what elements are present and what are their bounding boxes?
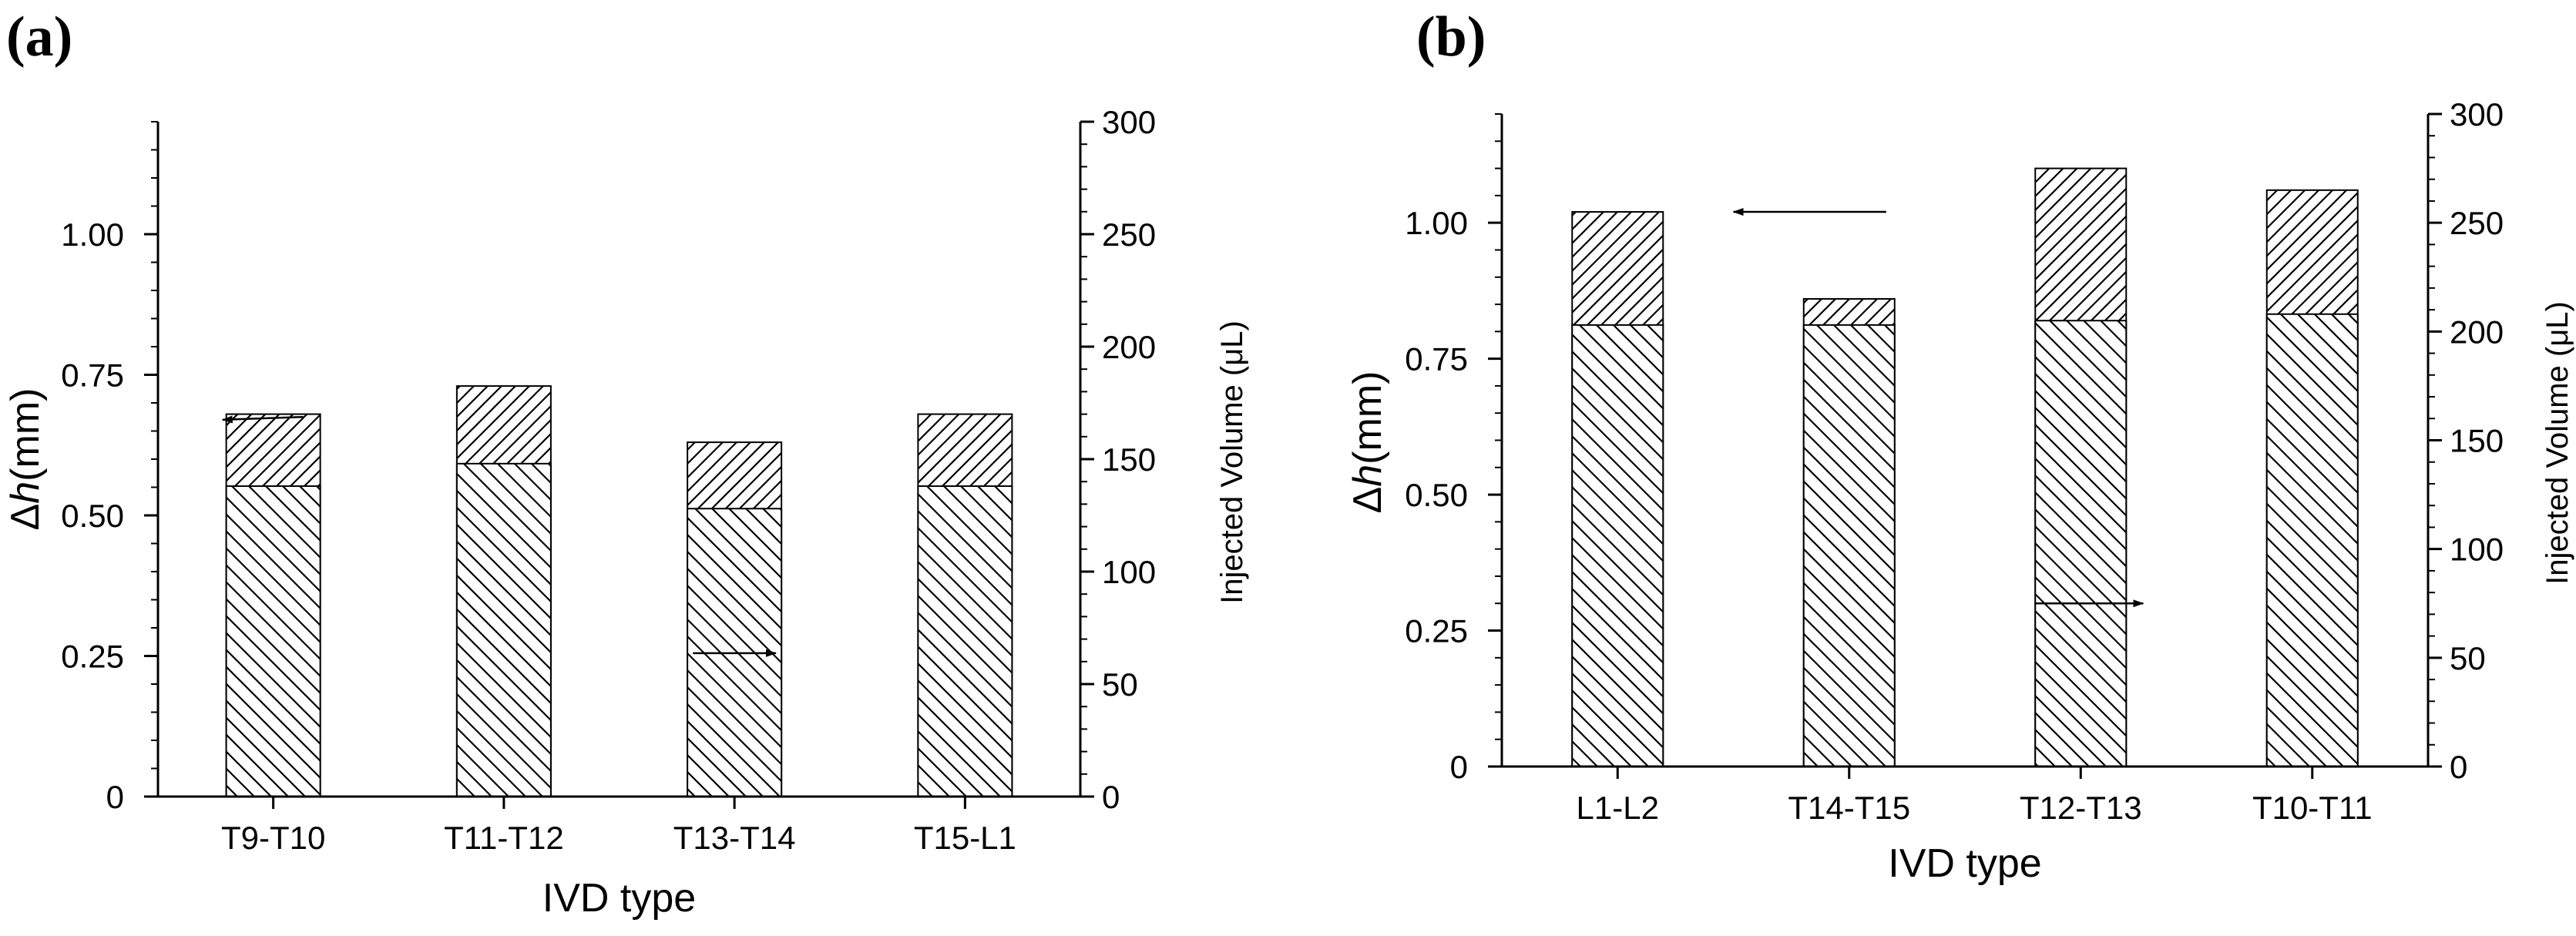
- chart-panel-b: (b) 0 0.25 0.50 0.75 1.00 0 50 100 150 200 250 300 L…: [1288, 0, 2576, 936]
- left-tick-label: 0.25: [1405, 613, 1468, 649]
- x-axis-title: IVD type: [1888, 841, 2041, 886]
- left-tick-label: 0.75: [1405, 341, 1468, 377]
- right-tick-label: 0: [2450, 749, 2467, 785]
- chart-panel-a: (a) 0 0.25 0.50 0.75 1.00 0 50 100 150 200 250 300 T…: [3, 5, 1249, 921]
- right-tick-label: 50: [2450, 640, 2486, 676]
- left-tick-label: 1.00: [61, 216, 124, 253]
- x-tick-label: T13-T14: [673, 820, 796, 856]
- left-tick-label: 0.50: [1405, 477, 1468, 513]
- left-tick-label: 0.75: [61, 357, 124, 394]
- left-axis-title-delta: Δ: [1345, 487, 1390, 514]
- right-axis-title: Injected Volume (μL): [2541, 301, 2574, 585]
- right-tick-label: 200: [1102, 329, 1156, 365]
- left-tick-label: 0.25: [61, 639, 124, 675]
- bar-volume-T12-T13: [2034, 320, 2128, 767]
- bar-volume-T11-T12: [455, 462, 552, 798]
- bar-volume-T14-T15: [1802, 324, 1896, 767]
- right-tick-label: 300: [1102, 104, 1156, 140]
- x-axis-title: IVD type: [542, 876, 696, 921]
- left-tick-label: 0: [1450, 749, 1468, 785]
- x-tick-label: T12-T13: [2020, 790, 2142, 826]
- right-tick-label: 150: [2450, 423, 2504, 459]
- x-tick-label: L1-L2: [1577, 790, 1659, 826]
- left-axis-title-var: h: [1345, 465, 1390, 487]
- bar-volume-L1-L2: [1571, 324, 1664, 767]
- annotation-arrow-left: [221, 415, 304, 424]
- right-tick-label: 100: [1102, 554, 1156, 590]
- left-axis-title: Δh(mm): [1345, 371, 1390, 514]
- left-axis-title: Δh(mm): [3, 388, 48, 531]
- left-axis-title-unit: (mm): [1345, 371, 1390, 465]
- chart-b-svg: 0 0.25 0.50 0.75 1.00 0 50 100 150 200 250 300 L1-L2…: [1345, 96, 2574, 886]
- panel-label-b: (b): [1416, 5, 1486, 69]
- right-axis-title: Injected Volume (μL): [1215, 320, 1249, 604]
- x-tick-label: T10-T11: [2252, 790, 2373, 826]
- right-tick-label: 0: [1102, 779, 1120, 815]
- left-axis-title-unit: (mm): [3, 388, 48, 481]
- x-tick-label: T11-T12: [444, 820, 564, 856]
- bar-volume-T15-L1: [917, 485, 1013, 797]
- left-tick-label: 0.50: [61, 498, 124, 534]
- left-tick-label: 1.00: [1405, 205, 1468, 241]
- bar-volume-T9-T10: [225, 485, 321, 797]
- x-tick-label: T15-L1: [914, 820, 1016, 856]
- right-tick-label: 150: [1102, 441, 1156, 478]
- left-tick-label: 0: [106, 779, 124, 815]
- right-tick-label: 100: [2450, 532, 2504, 568]
- right-tick-label: 50: [1102, 666, 1138, 703]
- right-tick-label: 200: [2450, 314, 2504, 350]
- right-tick-label: 250: [1102, 216, 1156, 253]
- chart-a-svg: 0 0.25 0.50 0.75 1.00 0 50 100 150 200 250 300 T9-T1…: [3, 104, 1249, 921]
- left-axis-title-delta: Δ: [3, 504, 48, 531]
- x-tick-label: T9-T10: [221, 820, 325, 856]
- panel-label-a: (a): [6, 5, 73, 69]
- right-tick-label: 250: [2450, 205, 2504, 241]
- left-axis-title-var: h: [3, 481, 48, 504]
- bar-volume-T10-T11: [2265, 313, 2359, 768]
- x-tick-label: T14-T15: [1788, 790, 1910, 826]
- right-tick-label: 300: [2450, 96, 2504, 133]
